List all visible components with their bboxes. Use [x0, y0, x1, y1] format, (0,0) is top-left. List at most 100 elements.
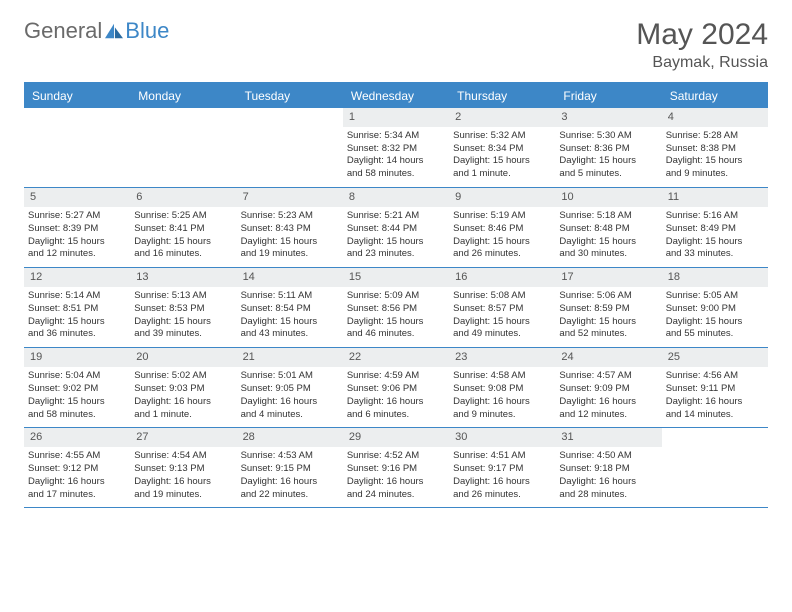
sunrise-text: Sunrise: 5:25 AM [134, 210, 232, 223]
sunset-text: Sunset: 9:18 PM [559, 463, 657, 476]
sunset-text: Sunset: 8:43 PM [241, 223, 339, 236]
day-number: 29 [343, 428, 449, 447]
sail-icon [105, 23, 123, 39]
daylight1-text: Daylight: 16 hours [134, 476, 232, 489]
sunrise-text: Sunrise: 5:18 AM [559, 210, 657, 223]
day-number: 14 [237, 268, 343, 287]
day-number: 18 [662, 268, 768, 287]
dayname-wed: Wednesday [343, 84, 449, 108]
daylight2-text: and 12 minutes. [28, 248, 126, 261]
day-number: 25 [662, 348, 768, 367]
day-cell: . [24, 108, 130, 187]
daylight2-text: and 24 minutes. [347, 489, 445, 502]
day-number: 10 [555, 188, 661, 207]
daylight2-text: and 12 minutes. [559, 409, 657, 422]
sunset-text: Sunset: 9:13 PM [134, 463, 232, 476]
day-number: 19 [24, 348, 130, 367]
daylight1-text: Daylight: 15 hours [28, 236, 126, 249]
sunrise-text: Sunrise: 4:56 AM [666, 370, 764, 383]
day-header-row: Sunday Monday Tuesday Wednesday Thursday… [24, 84, 768, 108]
sunrise-text: Sunrise: 4:58 AM [453, 370, 551, 383]
day-cell: 19Sunrise: 5:04 AMSunset: 9:02 PMDayligh… [24, 348, 130, 427]
sunrise-text: Sunrise: 5:11 AM [241, 290, 339, 303]
daylight2-text: and 46 minutes. [347, 328, 445, 341]
day-number: 20 [130, 348, 236, 367]
week-row: 26Sunrise: 4:55 AMSunset: 9:12 PMDayligh… [24, 428, 768, 508]
week-row: 19Sunrise: 5:04 AMSunset: 9:02 PMDayligh… [24, 348, 768, 428]
day-number: 3 [555, 108, 661, 127]
day-cell: 3Sunrise: 5:30 AMSunset: 8:36 PMDaylight… [555, 108, 661, 187]
sunrise-text: Sunrise: 5:05 AM [666, 290, 764, 303]
daylight2-text: and 14 minutes. [666, 409, 764, 422]
day-cell: 15Sunrise: 5:09 AMSunset: 8:56 PMDayligh… [343, 268, 449, 347]
sunrise-text: Sunrise: 4:51 AM [453, 450, 551, 463]
daylight1-text: Daylight: 16 hours [134, 396, 232, 409]
day-cell: 23Sunrise: 4:58 AMSunset: 9:08 PMDayligh… [449, 348, 555, 427]
daylight1-text: Daylight: 15 hours [559, 155, 657, 168]
day-cell: 20Sunrise: 5:02 AMSunset: 9:03 PMDayligh… [130, 348, 236, 427]
day-cell: 4Sunrise: 5:28 AMSunset: 8:38 PMDaylight… [662, 108, 768, 187]
day-cell: 1Sunrise: 5:34 AMSunset: 8:32 PMDaylight… [343, 108, 449, 187]
day-number: 2 [449, 108, 555, 127]
daylight2-text: and 26 minutes. [453, 489, 551, 502]
day-cell: 29Sunrise: 4:52 AMSunset: 9:16 PMDayligh… [343, 428, 449, 507]
sunset-text: Sunset: 9:15 PM [241, 463, 339, 476]
week-row: 12Sunrise: 5:14 AMSunset: 8:51 PMDayligh… [24, 268, 768, 348]
day-cell: 9Sunrise: 5:19 AMSunset: 8:46 PMDaylight… [449, 188, 555, 267]
sunrise-text: Sunrise: 5:09 AM [347, 290, 445, 303]
sunset-text: Sunset: 9:09 PM [559, 383, 657, 396]
day-number: 13 [130, 268, 236, 287]
sunset-text: Sunset: 9:00 PM [666, 303, 764, 316]
daylight1-text: Daylight: 15 hours [666, 316, 764, 329]
dayname-thu: Thursday [449, 84, 555, 108]
day-number: 23 [449, 348, 555, 367]
sunrise-text: Sunrise: 5:30 AM [559, 130, 657, 143]
calendar: Sunday Monday Tuesday Wednesday Thursday… [24, 82, 768, 508]
day-number: 26 [24, 428, 130, 447]
sunrise-text: Sunrise: 4:55 AM [28, 450, 126, 463]
day-cell: 28Sunrise: 4:53 AMSunset: 9:15 PMDayligh… [237, 428, 343, 507]
day-cell: 18 Sunrise: 5:05 AMSunset: 9:00 PMDayligh… [662, 268, 768, 347]
sunrise-text: Sunrise: 5:14 AM [28, 290, 126, 303]
day-cell: 17Sunrise: 5:06 AMSunset: 8:59 PMDayligh… [555, 268, 661, 347]
sunrise-text: Sunrise: 5:32 AM [453, 130, 551, 143]
daylight2-text: and 58 minutes. [347, 168, 445, 181]
daylight2-text: and 36 minutes. [28, 328, 126, 341]
day-cell: . [237, 108, 343, 187]
sunset-text: Sunset: 8:48 PM [559, 223, 657, 236]
sunrise-text: Sunrise: 4:59 AM [347, 370, 445, 383]
sunset-text: Sunset: 9:06 PM [347, 383, 445, 396]
day-number: 11 [662, 188, 768, 207]
header: General Blue May 2024 Baymak, Russia [24, 18, 768, 72]
dayname-sun: Sunday [24, 84, 130, 108]
sunset-text: Sunset: 9:11 PM [666, 383, 764, 396]
sunset-text: Sunset: 9:03 PM [134, 383, 232, 396]
day-cell: . [662, 428, 768, 507]
daylight2-text: and 52 minutes. [559, 328, 657, 341]
day-number: 16 [449, 268, 555, 287]
logo-text-1: General [24, 18, 102, 44]
day-cell: 31Sunrise: 4:50 AMSunset: 9:18 PMDayligh… [555, 428, 661, 507]
sunset-text: Sunset: 8:38 PM [666, 143, 764, 156]
day-number: 31 [555, 428, 661, 447]
day-cell: . [130, 108, 236, 187]
sunrise-text: Sunrise: 5:34 AM [347, 130, 445, 143]
daylight1-text: Daylight: 15 hours [453, 155, 551, 168]
daylight1-text: Daylight: 16 hours [453, 396, 551, 409]
day-number: 5 [24, 188, 130, 207]
sunrise-text: Sunrise: 4:54 AM [134, 450, 232, 463]
daylight2-text: and 4 minutes. [241, 409, 339, 422]
title-block: May 2024 Baymak, Russia [636, 18, 768, 72]
daylight2-text: and 17 minutes. [28, 489, 126, 502]
day-cell: 16Sunrise: 5:08 AMSunset: 8:57 PMDayligh… [449, 268, 555, 347]
day-number: 9 [449, 188, 555, 207]
day-number: 21 [237, 348, 343, 367]
location: Baymak, Russia [636, 54, 768, 72]
sunrise-text: Sunrise: 4:53 AM [241, 450, 339, 463]
day-cell: 13Sunrise: 5:13 AMSunset: 8:53 PMDayligh… [130, 268, 236, 347]
day-number: 7 [237, 188, 343, 207]
day-cell: 5Sunrise: 5:27 AMSunset: 8:39 PMDaylight… [24, 188, 130, 267]
day-number: 12 [24, 268, 130, 287]
sunrise-text: Sunrise: 5:19 AM [453, 210, 551, 223]
logo-text-2: Blue [125, 18, 169, 44]
